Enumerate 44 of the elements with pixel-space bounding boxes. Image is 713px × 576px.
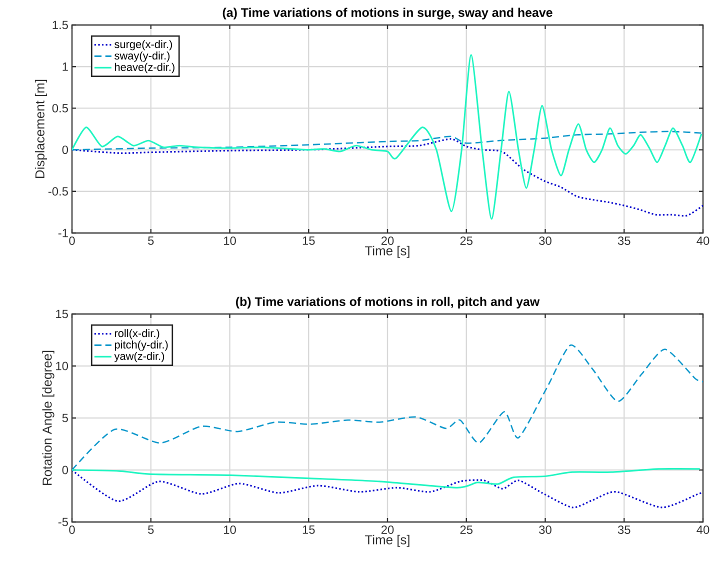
x-axis-title: Time [s]: [365, 534, 410, 547]
line-series: [72, 130, 704, 150]
x-tick-label: 35: [618, 526, 630, 534]
chart-title: (b) Time variations of motions in roll, pitch and yaw: [236, 296, 540, 308]
x-tick-label: 40: [696, 236, 710, 245]
line-series: [72, 469, 704, 508]
y-tick-label: 10: [56, 362, 68, 370]
x-axis-title: Time [s]: [365, 246, 410, 258]
y-tick-label: -5: [58, 518, 68, 526]
x-tick-label: 10: [224, 526, 236, 534]
y-axis-title: Displacement [m]: [34, 80, 48, 178]
x-tick-label: 0: [69, 236, 75, 245]
y-tick-label: 1.5: [52, 20, 68, 30]
x-tick-label: 10: [224, 236, 236, 245]
y-tick-label: 15: [56, 310, 68, 318]
chart-title: (a) Time variations of motions in surge, sway and heave: [222, 8, 552, 20]
x-tick-label: 35: [618, 236, 630, 245]
legend-label: pitch(y-dir.): [114, 340, 168, 351]
x-tick-label: 15: [302, 236, 315, 245]
y-tick-label: 5: [62, 414, 68, 422]
x-tick-label: 20: [381, 236, 394, 245]
y-tick-label: 0: [62, 146, 68, 154]
y-tick-label: 1: [62, 62, 68, 71]
legend-label: yaw(z-dir.): [114, 352, 164, 362]
x-tick-label: 15: [302, 526, 315, 534]
legend-label: sway(y-dir.): [114, 52, 170, 62]
x-tick-label: 25: [460, 526, 473, 534]
x-tick-label: 25: [460, 236, 473, 245]
legend-label: surge(x-dir.): [114, 40, 172, 50]
x-tick-label: 20: [381, 526, 394, 534]
x-tick-label: 0: [69, 526, 75, 534]
y-tick-label: -0.5: [48, 187, 68, 196]
legend-label: roll(x-dir.): [114, 329, 160, 340]
y-tick-label: 0.5: [52, 104, 68, 112]
x-tick-label: 30: [539, 236, 552, 245]
legend-label: heave(z-dir.): [114, 62, 174, 74]
line-series: [72, 468, 701, 488]
x-tick-label: 30: [539, 526, 552, 534]
x-tick-label: 5: [148, 236, 154, 245]
x-tick-label: 40: [696, 526, 710, 534]
x-tick-label: 5: [148, 526, 154, 534]
y-tick-label: -1: [58, 228, 68, 238]
y-axis-title: Rotation Angle [degree]: [42, 350, 54, 485]
y-tick-label: 0: [62, 466, 68, 474]
